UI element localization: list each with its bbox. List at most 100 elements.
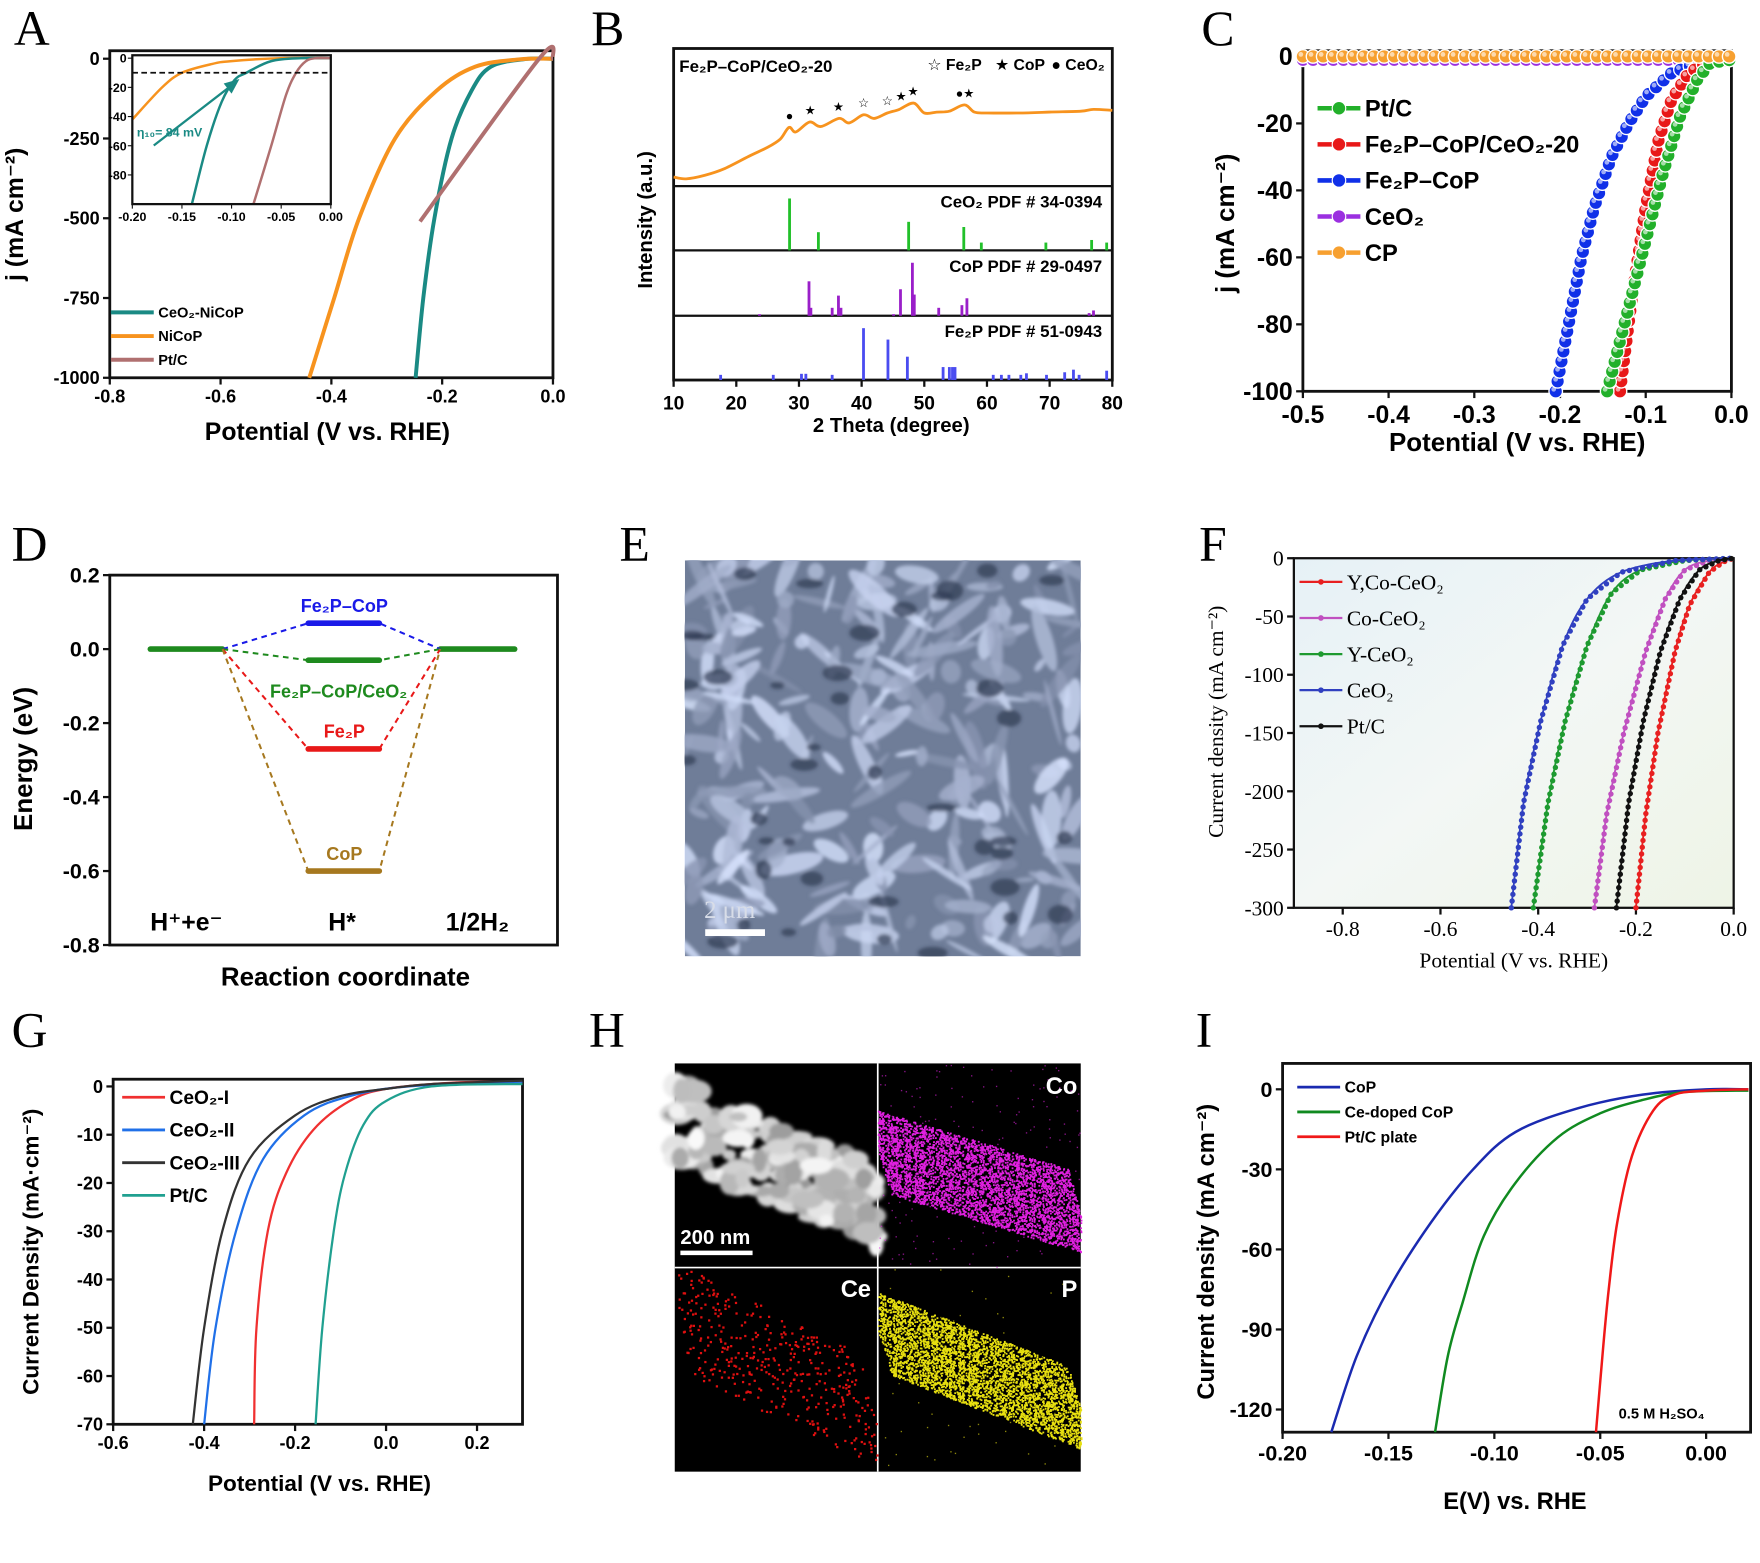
data-point [1541,824,1548,831]
eds-pixel [957,1169,960,1172]
data-point [1637,737,1643,744]
data-point [1638,851,1645,857]
eds-pixel [898,1179,901,1182]
eds-pixel [1073,1193,1076,1196]
eds-pixel [1031,1190,1034,1193]
data-point [1536,864,1542,871]
eds-pixel [899,1134,902,1137]
eds-pixel [1058,1185,1061,1188]
pore [758,837,775,845]
data-point [1640,659,1646,666]
eds-pixel [897,1195,900,1197]
data-point [1545,797,1552,804]
data-point [1583,598,1589,604]
eds-pixel [972,1180,974,1183]
eds-pixel [969,1150,972,1153]
data-point [1670,657,1676,664]
eds-pixel [1063,1173,1065,1176]
eds-pixel [930,1137,932,1140]
data-point [1519,811,1525,817]
eds-pixel [1038,1196,1041,1199]
data-point [1543,811,1550,817]
eds-pixel [1009,1217,1011,1220]
eds-pixel [909,1136,912,1139]
series-line [314,1082,523,1425]
eds-pixel [966,1182,969,1184]
point-highlight [1359,52,1365,57]
eds-pixel [1009,1205,1011,1208]
eds-pixel [1015,1210,1018,1213]
point-highlight [1666,97,1672,103]
eds-pixel [895,1187,898,1190]
data-point [1626,567,1633,574]
eds-pixel [982,1160,985,1162]
flake [775,714,810,760]
data-point [1536,724,1543,731]
data-point [1655,615,1661,621]
flake [802,810,849,832]
eds-pixel [1039,1165,1042,1168]
eds-pixel [905,1161,908,1164]
eds-pixel [969,1216,972,1219]
eds-pixel [1060,1228,1063,1231]
data-point [1606,797,1613,804]
eds-pixel [1035,1168,1038,1171]
eds-pixel [966,1192,969,1194]
eds-pixel [887,1144,890,1147]
data-point [1525,777,1531,784]
eds-pixel [1003,1192,1006,1194]
eds-pixel [1008,1153,1011,1156]
eds-pixel [1033,1183,1036,1186]
eds-pixel [892,1175,895,1178]
eds-pixel [1048,1242,1051,1245]
eds-pixel [941,1192,944,1195]
eds-pixel [907,1174,910,1177]
eds-pixel [894,1145,897,1148]
eds-pixel [982,1152,985,1155]
eds-pixel [933,1144,936,1146]
eds-pixel [1049,1182,1052,1185]
eds-pixel [988,1207,991,1210]
eds-pixel [907,1192,910,1194]
data-point [1643,810,1649,817]
eds-pixel [1019,1216,1021,1219]
x-tick-label: 10 [663,393,684,414]
eds-pixel [1028,1187,1031,1190]
data-point [1677,573,1684,580]
eds-pixel [910,1174,913,1176]
data-point [1621,837,1627,844]
flake [1060,915,1081,947]
data-point [1551,771,1557,777]
eds-pixel [912,1137,915,1140]
point-highlight [1608,150,1613,156]
eds-pixel [964,1193,967,1196]
eds-pixel [943,1164,946,1166]
pore [684,754,696,766]
eds-pixel [932,1169,935,1172]
eds-pixel [900,1187,903,1190]
flake [851,735,883,795]
eds-pixel [965,1140,968,1143]
eds-pixel [1019,1175,1022,1178]
eds-pixel [952,1191,955,1193]
data-point [1562,718,1568,724]
eds-pixel [980,1143,983,1146]
data-point [1641,824,1648,830]
eds-pixel [1011,1190,1014,1193]
point-highlight [1369,52,1375,57]
eds-pixel [935,1177,937,1180]
data-point [1545,692,1552,698]
eds-pixel [995,1189,998,1192]
point-highlight [1653,52,1659,57]
eds-pixel [1039,1237,1042,1240]
eds-pixel [948,1154,951,1157]
eds-pixel [1036,1180,1039,1183]
eds-pixel [969,1199,971,1202]
eds-pixel [1030,1163,1032,1166]
eds-pixel [892,1117,895,1120]
eds-pixel [954,1171,956,1174]
flake [1018,883,1040,937]
eds-pixel [917,1185,919,1187]
data-point [1511,878,1518,884]
eds-pixel [1063,1193,1065,1196]
